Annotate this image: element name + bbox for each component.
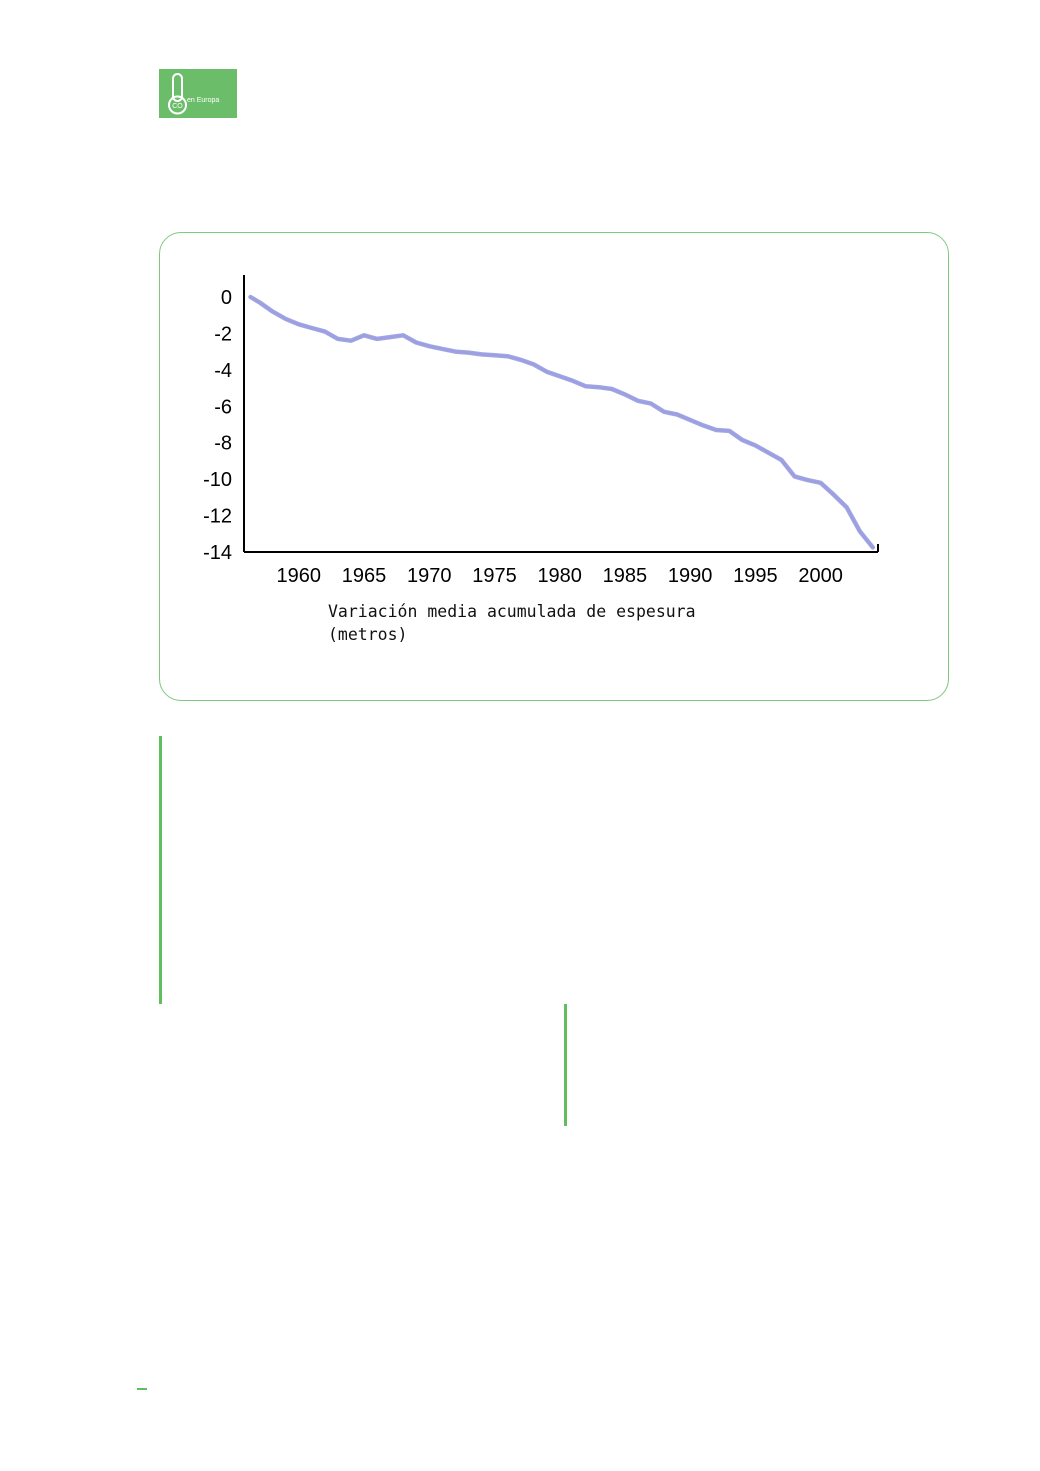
data-point — [741, 439, 744, 441]
data-point — [519, 359, 522, 361]
data-point — [376, 338, 378, 340]
data-point — [571, 379, 574, 382]
data-point — [297, 323, 300, 326]
section-divider-left — [159, 736, 162, 1004]
data-point — [715, 429, 718, 431]
data-point — [532, 363, 535, 366]
data-point — [363, 334, 365, 337]
y-tick-label: -14 — [203, 542, 232, 564]
data-point — [650, 402, 652, 405]
data-point — [480, 353, 483, 356]
data-point — [441, 348, 444, 350]
y-tick-label: -6 — [214, 396, 232, 418]
data-point — [402, 334, 404, 337]
data-point — [754, 444, 757, 447]
data-point — [676, 413, 678, 416]
y-axis-ticks: 0 -2 -4 -6 -8 -10 -12 -14 — [203, 287, 232, 564]
data-point — [467, 351, 470, 354]
x-tick-label: 1975 — [472, 565, 517, 587]
data-point — [858, 530, 861, 532]
data-point — [663, 410, 665, 413]
line-chart: 0-2-4-6-8-10-12-14 1960 1965 1970 1975 1980 1… — [203, 275, 879, 587]
data-point — [258, 301, 261, 304]
x-axis-label: Variación media acumulada de espesura (m… — [328, 602, 696, 644]
data-point — [506, 355, 509, 357]
x-tick-label: 1985 — [603, 565, 648, 587]
data-point — [767, 451, 770, 454]
y-tick-label: -2 — [214, 323, 232, 345]
logo-text: en Europa — [187, 97, 220, 104]
x-tick-label: 1990 — [668, 565, 713, 587]
data-point — [558, 375, 561, 378]
x-tick-label: 1995 — [733, 565, 778, 587]
data-point — [819, 481, 822, 484]
data-point — [284, 318, 287, 320]
y-tick-label: -8 — [214, 433, 232, 455]
data-point — [337, 338, 339, 340]
data-point — [702, 424, 704, 427]
x-tick-label: 1965 — [342, 565, 387, 587]
x-tick-label: 1980 — [537, 565, 582, 587]
data-point — [624, 393, 626, 396]
data-point — [415, 341, 417, 344]
data-point — [611, 388, 613, 390]
data-point — [845, 506, 848, 509]
data-point — [637, 400, 639, 402]
data-point — [780, 459, 783, 461]
thermometer-icon: CO — [168, 73, 187, 115]
data-point — [271, 310, 274, 313]
data-point — [689, 419, 691, 421]
svg-text:CO: CO — [172, 103, 183, 110]
section-divider-middle — [564, 1004, 567, 1126]
data-point — [428, 345, 431, 347]
series-line — [249, 295, 875, 549]
data-point — [311, 327, 313, 329]
y-tick-label: -12 — [203, 506, 232, 528]
data-point — [350, 339, 352, 342]
chart-axes — [243, 275, 879, 553]
x-tick-label: 2000 — [798, 565, 843, 587]
y-tick-label: -10 — [203, 469, 232, 491]
x-axis-ticks: 1960 1965 1970 1975 1980 1985 1990 1995 2000 — [277, 565, 843, 587]
data-point — [871, 546, 874, 549]
chart-container — [159, 232, 949, 701]
logo-badge: CO en Europa — [159, 69, 237, 118]
data-point — [584, 385, 587, 388]
y-tick-label: -4 — [214, 360, 232, 382]
data-point — [545, 370, 548, 373]
x-tick-label: 1970 — [407, 565, 452, 587]
data-point — [598, 386, 600, 388]
data-point — [454, 350, 457, 353]
x-tick-label: 1960 — [277, 565, 322, 587]
y-tick-label: 0 — [221, 287, 232, 309]
data-point — [324, 330, 326, 333]
chart-series — [248, 294, 876, 550]
footer-mark — [137, 1388, 147, 1390]
data-point — [793, 475, 796, 478]
data-point — [389, 336, 391, 338]
data-point — [249, 296, 252, 298]
series-line-shadow — [248, 294, 876, 550]
data-point — [832, 493, 835, 496]
data-point — [806, 479, 809, 481]
data-point — [728, 430, 731, 432]
data-point — [493, 354, 496, 357]
